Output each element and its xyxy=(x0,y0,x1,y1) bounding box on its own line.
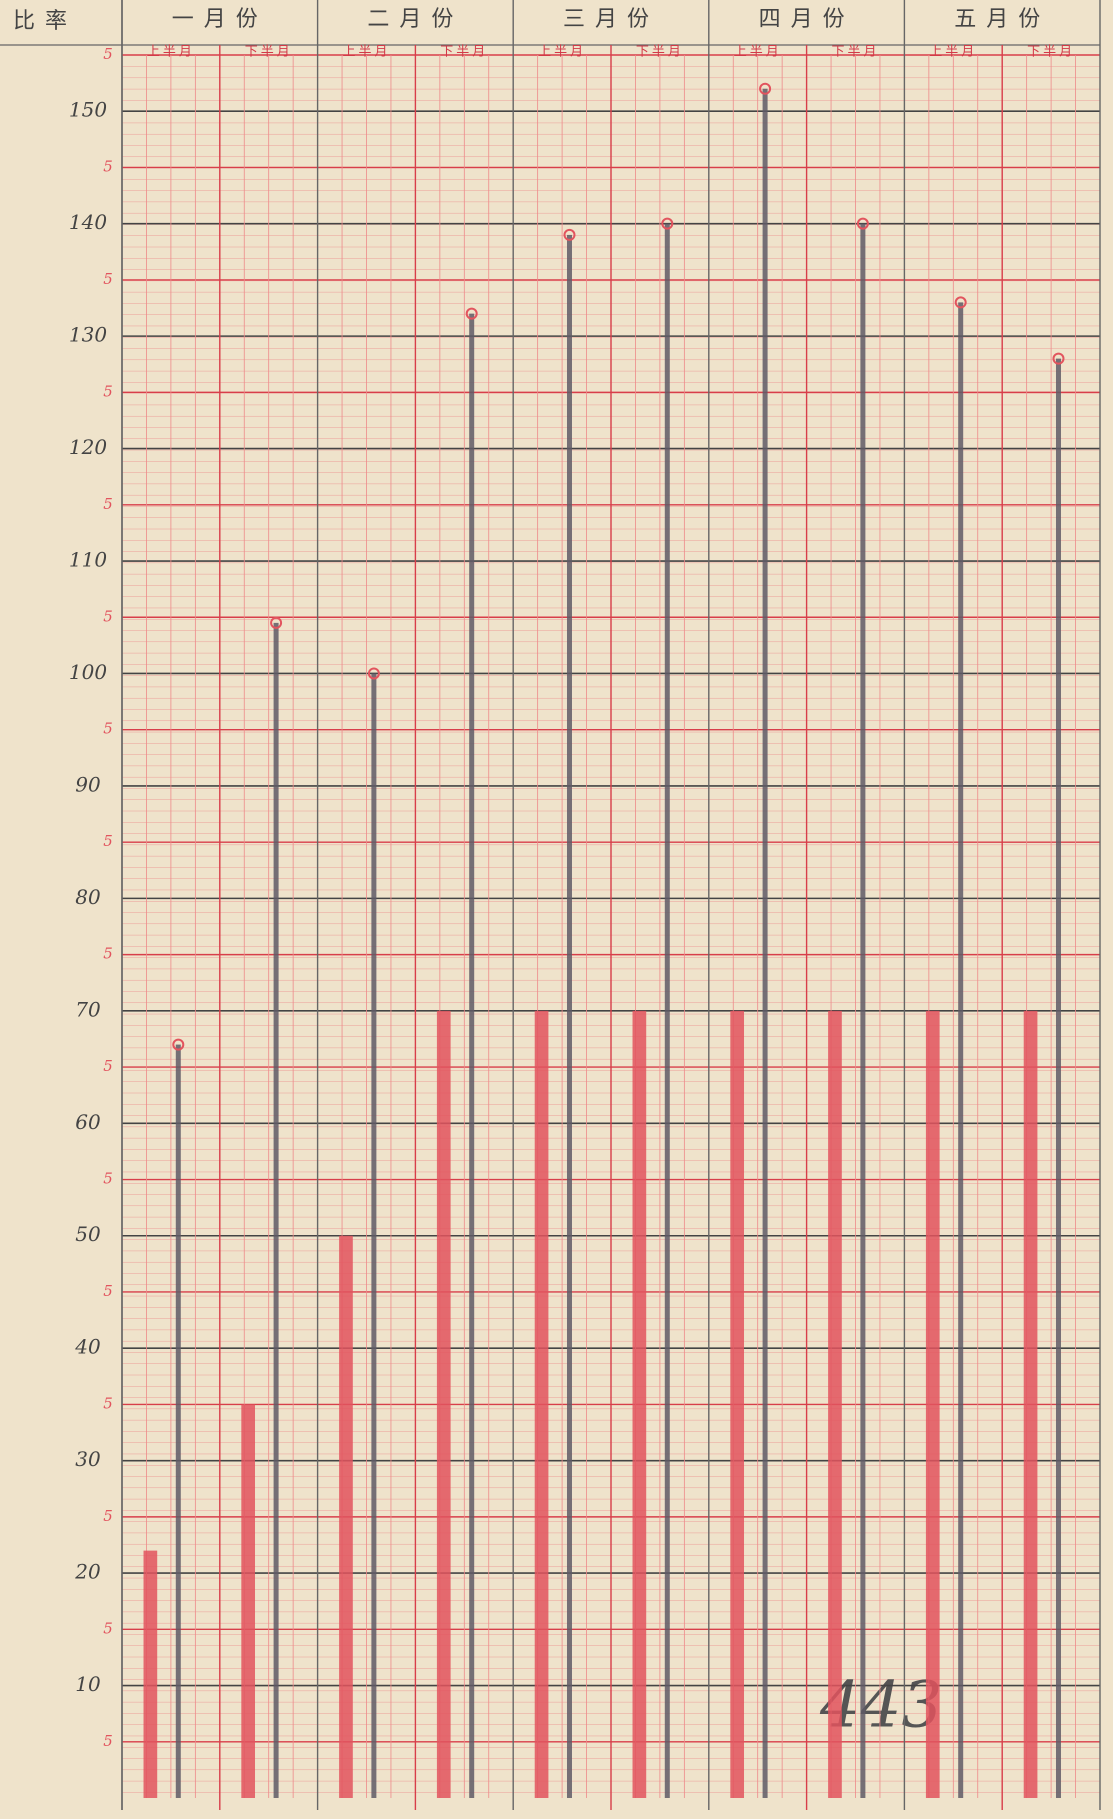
bar-top-marker xyxy=(1052,352,1065,365)
minor-tick-label: 5 xyxy=(103,1507,113,1525)
bar-top-marker xyxy=(465,307,478,320)
half-month-label: 上半月 xyxy=(538,45,586,60)
minor-tick-label: 5 xyxy=(103,1057,113,1075)
bar xyxy=(339,1235,353,1798)
y-tick-label: 70 xyxy=(75,997,101,1021)
half-month-label: 上半月 xyxy=(734,45,782,60)
half-month-label: 上半月 xyxy=(929,45,977,60)
bar xyxy=(730,1010,745,1798)
bar xyxy=(241,1404,256,1798)
y-tick-label: 120 xyxy=(69,435,107,459)
half-month-label: 下半月 xyxy=(636,45,684,60)
y-tick-label: 80 xyxy=(75,885,101,909)
bar xyxy=(534,1010,549,1798)
bar xyxy=(371,673,377,1798)
y-tick-label: 10 xyxy=(75,1672,101,1696)
bar-top-marker xyxy=(759,82,772,95)
half-month-label: 上半月 xyxy=(147,45,195,60)
minor-tick-label: 5 xyxy=(103,1394,113,1412)
minor-tick-label: 5 xyxy=(103,945,113,963)
minor-tick-label: 5 xyxy=(103,720,113,738)
y-tick-label: 30 xyxy=(75,1447,101,1471)
half-month-label: 下半月 xyxy=(245,45,293,60)
minor-tick-label: 5 xyxy=(103,45,113,63)
bar-top-marker xyxy=(563,228,576,241)
y-tick-label: 110 xyxy=(69,548,107,572)
bar-top-marker xyxy=(270,616,283,629)
bar xyxy=(436,1010,451,1798)
month-label: 一月份 xyxy=(172,7,268,32)
y-tick-label: 50 xyxy=(75,1222,101,1246)
bar xyxy=(664,223,670,1799)
half-month-label: 下半月 xyxy=(440,45,488,60)
month-label: 二月份 xyxy=(367,7,463,32)
bar xyxy=(632,1010,647,1798)
half-month-label: 下半月 xyxy=(1027,45,1075,60)
bar-top-marker xyxy=(954,296,967,309)
half-month-label: 上半月 xyxy=(342,45,390,60)
minor-tick-label: 5 xyxy=(103,607,113,625)
y-tick-label: 130 xyxy=(69,323,107,347)
bar xyxy=(958,302,964,1798)
minor-tick-label: 5 xyxy=(103,832,113,850)
minor-tick-label: 5 xyxy=(103,1282,113,1300)
bar-top-marker xyxy=(856,217,869,230)
month-label: 三月份 xyxy=(563,7,659,32)
bar xyxy=(828,1010,842,1798)
bar xyxy=(566,234,572,1798)
bar xyxy=(469,313,475,1799)
bar xyxy=(273,622,279,1798)
bar xyxy=(1055,358,1061,1798)
y-tick-label: 60 xyxy=(75,1110,101,1134)
bar xyxy=(925,1010,940,1798)
minor-tick-label: 5 xyxy=(103,1619,113,1637)
minor-tick-label: 5 xyxy=(103,157,113,175)
y-tick-label: 90 xyxy=(75,772,101,796)
minor-tick-label: 5 xyxy=(103,495,113,513)
half-month-label: 下半月 xyxy=(831,45,879,60)
bar xyxy=(175,1044,181,1798)
y-tick-label: 150 xyxy=(69,98,107,122)
bar xyxy=(860,223,866,1799)
y-axis-label: 比率 xyxy=(13,9,77,34)
bar-top-marker xyxy=(172,1038,185,1051)
month-label: 四月份 xyxy=(759,7,855,32)
bar-top-marker xyxy=(367,667,380,680)
y-tick-label: 140 xyxy=(69,210,107,234)
bar xyxy=(143,1550,158,1798)
month-label: 五月份 xyxy=(954,7,1050,32)
y-tick-label: 20 xyxy=(74,1560,101,1584)
minor-tick-label: 5 xyxy=(103,382,113,400)
bar xyxy=(762,88,768,1799)
minor-tick-label: 5 xyxy=(103,1170,113,1188)
minor-tick-label: 5 xyxy=(103,270,113,288)
bar-top-marker xyxy=(661,217,674,230)
y-tick-label: 40 xyxy=(74,1335,101,1359)
y-tick-label: 100 xyxy=(69,660,107,684)
minor-tick-label: 5 xyxy=(103,1732,113,1750)
bar xyxy=(1023,1010,1038,1798)
